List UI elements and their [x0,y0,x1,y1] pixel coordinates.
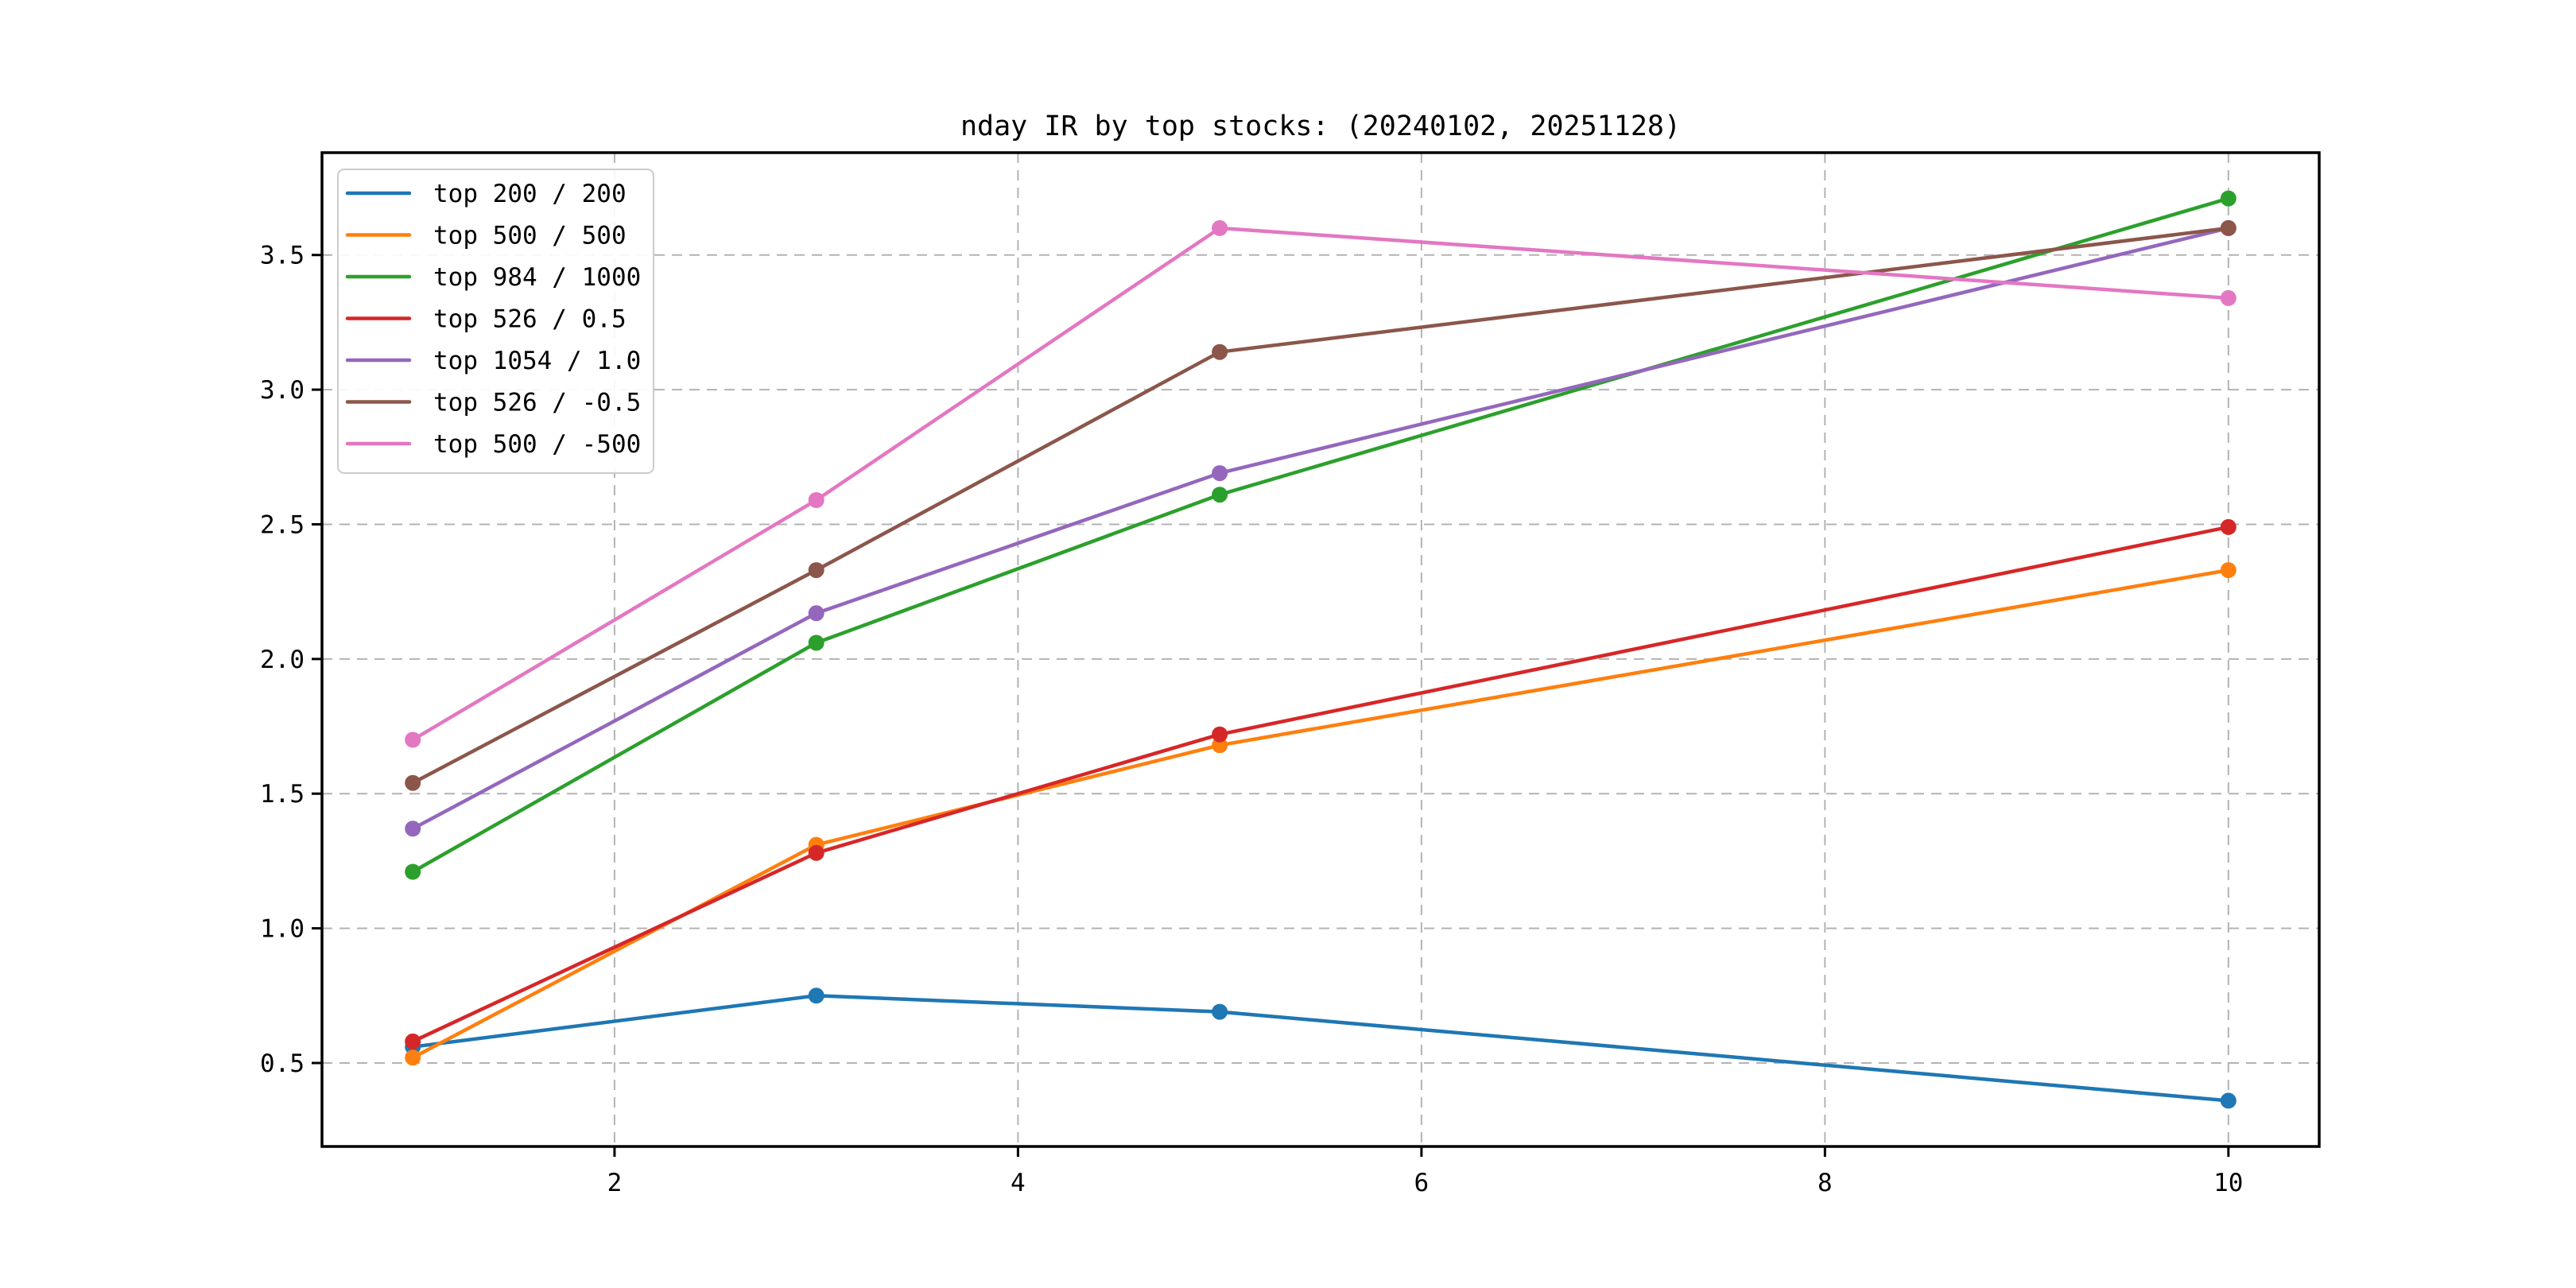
data-point-marker [1212,487,1228,503]
legend-label: top 200 / 200 [433,180,627,208]
data-point-marker [405,1033,421,1049]
y-tick-label: 3.0 [260,376,305,405]
plot-border [320,151,2321,1148]
series-line [410,994,2231,1103]
series-line [410,196,2231,874]
legend-label: top 526 / 0.5 [433,305,627,334]
x-tick-label: 10 [2213,1169,2243,1197]
x-tick-label: 6 [1414,1169,1430,1197]
legend-box [337,169,654,474]
x-tick-label: 8 [1818,1169,1833,1197]
legend-item: top 526 / -0.5 [345,389,641,417]
series-layer [405,190,2237,1109]
data-point-marker [1212,726,1228,743]
legend-label: top 984 / 1000 [433,263,641,292]
legend-label: top 500 / 500 [433,222,627,250]
data-point-marker [2220,289,2237,306]
data-point-marker [405,774,421,791]
series-line [410,226,2231,785]
legend: top 200 / 200 top 500 / 500 top 984 / 1000… [337,169,654,474]
data-point-marker [405,863,421,880]
data-point-marker [2220,1092,2237,1109]
data-point-marker [2220,518,2237,535]
y-tick-label: 2.5 [260,510,305,539]
x-tick-label: 2 [607,1169,623,1197]
data-point-marker [405,1049,421,1066]
data-point-marker [808,634,824,651]
data-point-marker [808,562,824,579]
series-line [410,568,2231,1060]
legend-label: top 1054 / 1.0 [433,347,641,375]
data-point-marker [1212,465,1228,482]
data-point-marker [808,987,824,1004]
data-point-marker [405,821,421,837]
y-tick-label: 1.0 [260,915,305,944]
data-point-marker [808,844,824,861]
legend-item: top 200 / 200 [345,180,627,208]
legend-item: top 500 / -500 [345,430,641,459]
chart-title: nday IR by top stocks: (20240102, 202511… [960,111,1681,142]
y-tick-label: 2.0 [260,646,305,674]
y-tick-label: 1.5 [260,780,305,809]
legend-label: top 526 / -0.5 [433,389,641,417]
data-point-marker [808,492,824,508]
data-point-marker [1212,343,1228,360]
series-line [410,525,2231,1044]
legend-item: top 526 / 0.5 [345,305,627,334]
y-tick-label: 0.5 [260,1049,305,1078]
legend-label: top 500 / -500 [433,430,641,459]
data-point-marker [1212,1003,1228,1020]
legend-item: top 1054 / 1.0 [345,347,641,375]
data-point-marker [2220,562,2237,579]
legend-item: top 500 / 500 [345,222,627,250]
data-point-marker [1212,219,1228,236]
tick-layer: 2 4 6 8 10 0.5 1.0 1.5 2.0 2.5 3.0 3.5 [260,242,2243,1197]
y-tick-label: 3.5 [260,242,305,270]
legend-item: top 984 / 1000 [345,263,641,292]
x-tick-label: 4 [1011,1169,1026,1197]
data-point-marker [405,731,421,748]
data-point-marker [808,605,824,622]
data-point-marker [2220,219,2237,236]
data-point-marker [2220,190,2237,207]
series-line [410,226,2231,742]
series-line [410,226,2231,831]
